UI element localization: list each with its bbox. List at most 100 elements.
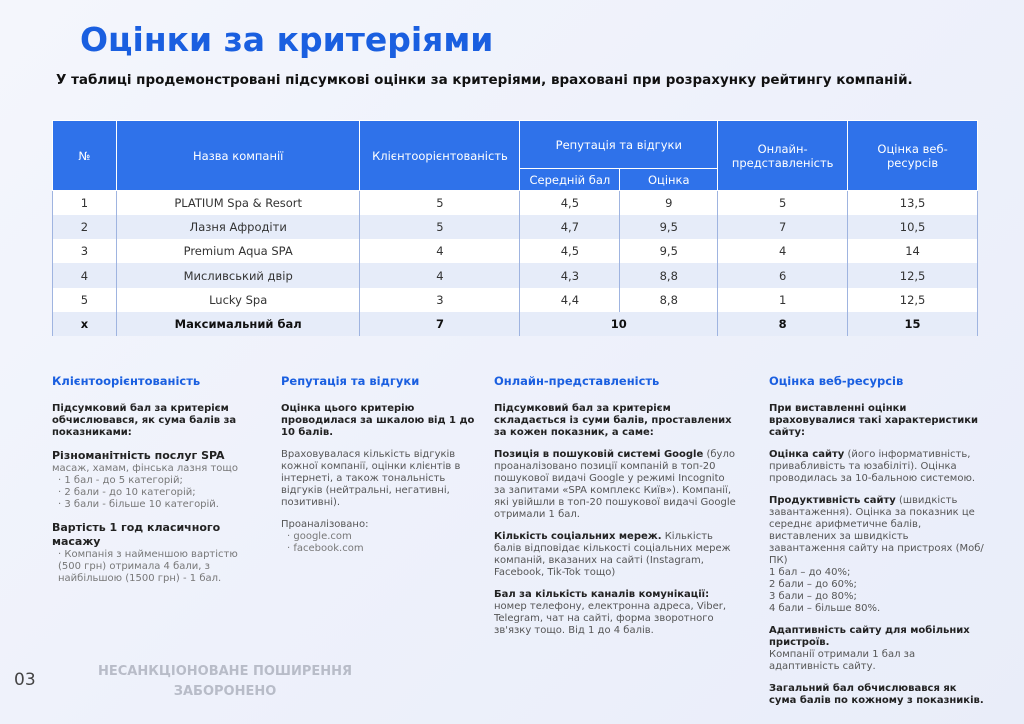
header-name: Назва компанії: [115, 120, 361, 191]
list-item: 2 бали - до 10 категорій;: [58, 487, 262, 499]
cell-web: 10,5: [847, 214, 978, 240]
bold-text: Кількість соціальних мереж.: [494, 530, 662, 542]
cell-client: 5: [359, 190, 521, 215]
watermark-line: НЕСАНКЦІОНОВАНЕ ПОШИРЕННЯ: [97, 664, 353, 679]
header-web: Оцінка веб-ресурсів: [847, 120, 978, 191]
cell-avg: 4,3: [519, 263, 621, 288]
section-client: Клієнтоорієнтованість Підсумковий бал за…: [52, 374, 262, 585]
section-intro: Підсумковий бал за критерієм обчислювавс…: [52, 402, 237, 438]
text: (його інформативність, привабливість та …: [769, 448, 976, 484]
cell-client: 5: [359, 214, 521, 240]
cell-avg: 4,5: [519, 239, 621, 264]
page-title: Оцінки за критеріями: [80, 20, 494, 59]
bold-text: Позиція в пошуковій системі Google: [494, 448, 704, 460]
table-row: 1 PLATIUM Spa & Resort 5 4,5 9 5 13,5: [52, 190, 978, 215]
section-title: Онлайн-представленість: [494, 374, 660, 388]
cell-score: 9: [619, 190, 719, 215]
section-reputation: Репутація та відгуки Оцінка цього критер…: [281, 374, 476, 555]
page-number: 03: [14, 670, 36, 690]
max-name: Максимальний бал: [115, 311, 361, 337]
bold-text: Загальний бал обчислювався як сума балів…: [769, 682, 984, 706]
cell-name: Lucky Spa: [115, 287, 361, 312]
cell-client: 4: [359, 263, 521, 288]
text: (швидкість завантаження). Оцінка за пока…: [769, 494, 984, 566]
subheading: Вартість 1 год класичного масажу: [52, 520, 221, 548]
cell-online: 4: [717, 239, 849, 264]
description: масаж, хамам, фінська лазня тощо: [52, 462, 238, 474]
section-intro: Підсумковий бал за критерієм складається…: [494, 402, 732, 438]
cell-online: 6: [717, 263, 849, 288]
cell-web: 12,5: [847, 287, 978, 312]
cell-score: 8,8: [619, 287, 719, 312]
page-subtitle: У таблиці продемонстровані підсумкові оц…: [56, 72, 913, 88]
cell-num: 1: [52, 190, 117, 215]
list-item: Компанія з найменшою вартістю (500 грн) …: [58, 549, 262, 585]
table-row: 4 Мисливський двір 4 4,3 8,8 6 12,5: [52, 263, 978, 288]
header-avg: Середній бал: [519, 168, 621, 191]
max-online: 8: [717, 311, 849, 337]
watermark-line: ЗАБОРОНЕНО: [173, 683, 277, 699]
cell-num: 4: [52, 263, 117, 288]
cell-client: 4: [359, 239, 521, 264]
cell-web: 14: [847, 239, 978, 264]
list-item: facebook.com: [287, 543, 476, 555]
cell-online: 1: [717, 287, 849, 312]
max-client: 7: [359, 311, 521, 337]
cell-online: 5: [717, 190, 849, 215]
section-intro: При виставленні оцінки враховувалися так…: [769, 402, 979, 438]
text: (було проаналізовано позиції компаній в …: [494, 448, 736, 520]
cell-name: PLATIUM Spa & Resort: [115, 190, 361, 215]
cell-name: Лазня Афродіти: [115, 214, 361, 240]
paragraph: Проаналізовано:: [281, 518, 369, 530]
section-online: Онлайн-представленість Підсумковий бал з…: [494, 374, 739, 647]
bold-text: Продуктивність сайту: [769, 494, 896, 506]
cell-num: 2: [52, 214, 117, 240]
cell-avg: 4,7: [519, 214, 621, 240]
text: Компанії отримали 1 бал за адаптивність …: [769, 648, 916, 672]
table-row: 3 Premium Aqua SPA 4 4,5 9,5 4 14: [52, 239, 978, 264]
scale-item: 3 бали – до 80%;: [769, 590, 857, 602]
cell-online: 7: [717, 214, 849, 240]
table-row: 2 Лазня Афродіти 5 4,7 9,5 7 10,5: [52, 214, 978, 240]
subheading: Різноманітність послуг SPA: [52, 448, 225, 462]
list-item: 3 бали - більше 10 категорій.: [58, 499, 262, 511]
watermark: НЕСАНКЦІОНОВАНЕ ПОШИРЕННЯ ЗАБОРОНЕНО: [80, 662, 370, 701]
cell-web: 12,5: [847, 263, 978, 288]
table-row: 5 Lucky Spa 3 4,4 8,8 1 12,5: [52, 287, 978, 312]
bold-text: Адаптивність сайту для мобільних пристро…: [769, 624, 970, 648]
cell-avg: 4,5: [519, 190, 621, 215]
scale-item: 1 бал – до 40%;: [769, 566, 851, 578]
max-web: 15: [847, 311, 978, 337]
text: номер телефону, електронна адреса, Viber…: [494, 600, 727, 636]
header-online: Онлайн-представленість: [717, 120, 849, 191]
section-intro: Оцінка цього критерію проводилася за шка…: [281, 402, 475, 438]
bold-text: Бал за кількість каналів комунікації:: [494, 588, 710, 600]
cell-name: Premium Aqua SPA: [115, 239, 361, 264]
cell-score: 8,8: [619, 263, 719, 288]
cell-web: 13,5: [847, 190, 978, 215]
header-score: Оцінка: [619, 168, 719, 191]
max-reputation: 10: [519, 311, 719, 337]
cell-score: 9,5: [619, 239, 719, 264]
cell-num: 3: [52, 239, 117, 264]
max-row: x Максимальний бал 7 10 8 15: [52, 311, 978, 337]
bold-text: Оцінка сайту: [769, 448, 845, 460]
cell-client: 3: [359, 287, 521, 312]
paragraph: Враховувалася кількість відгуків кожної …: [281, 448, 461, 508]
cell-score: 9,5: [619, 214, 719, 240]
section-web: Оцінка веб-ресурсів При виставленні оцін…: [769, 374, 984, 717]
header-client: Клієнтоорієнтованість: [359, 120, 521, 191]
list-item: 1 бал - до 5 категорій;: [58, 475, 262, 487]
section-title: Клієнтоорієнтованість: [52, 374, 201, 388]
ratings-table: № Назва компанії Клієнтоорієнтованість Р…: [52, 120, 978, 337]
scale-item: 4 бали – більше 80%.: [769, 602, 881, 614]
header-num: №: [52, 120, 117, 191]
cell-name: Мисливський двір: [115, 263, 361, 288]
section-title: Оцінка веб-ресурсів: [769, 374, 904, 388]
max-num: x: [52, 311, 117, 337]
scale-item: 2 бали – до 60%;: [769, 578, 857, 590]
section-title: Репутація та відгуки: [281, 374, 420, 388]
cell-num: 5: [52, 287, 117, 312]
list-item: google.com: [287, 531, 476, 543]
text: Кількість балів відповідає кількості соц…: [494, 530, 731, 578]
